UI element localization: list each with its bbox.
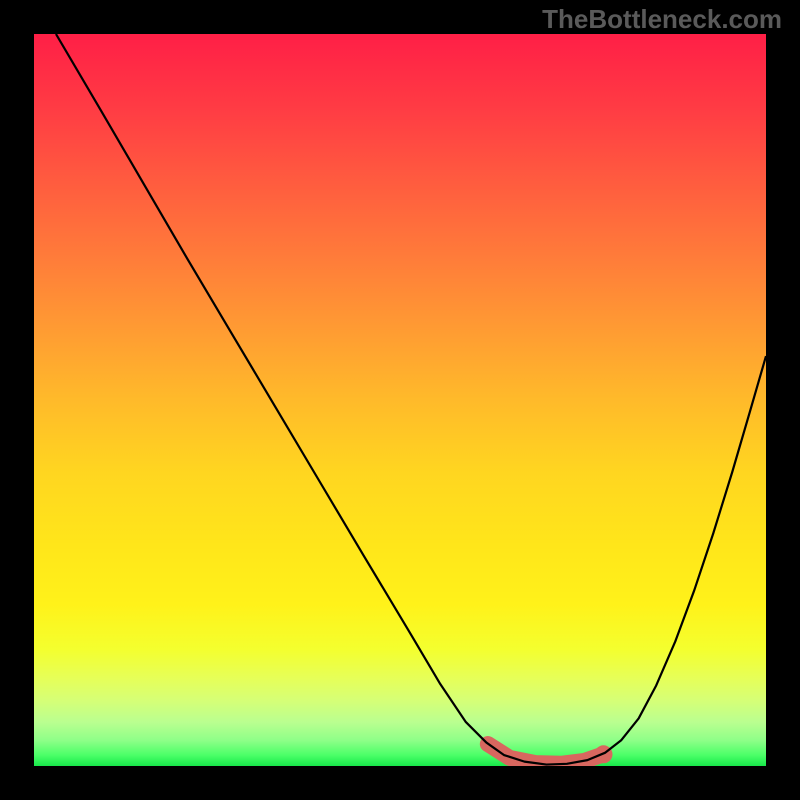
- chart-container: TheBottleneck.com: [0, 0, 800, 800]
- plot-area: [34, 34, 766, 766]
- watermark-text: TheBottleneck.com: [542, 4, 782, 35]
- curve-layer: [34, 34, 766, 766]
- bottleneck-curve: [56, 34, 766, 765]
